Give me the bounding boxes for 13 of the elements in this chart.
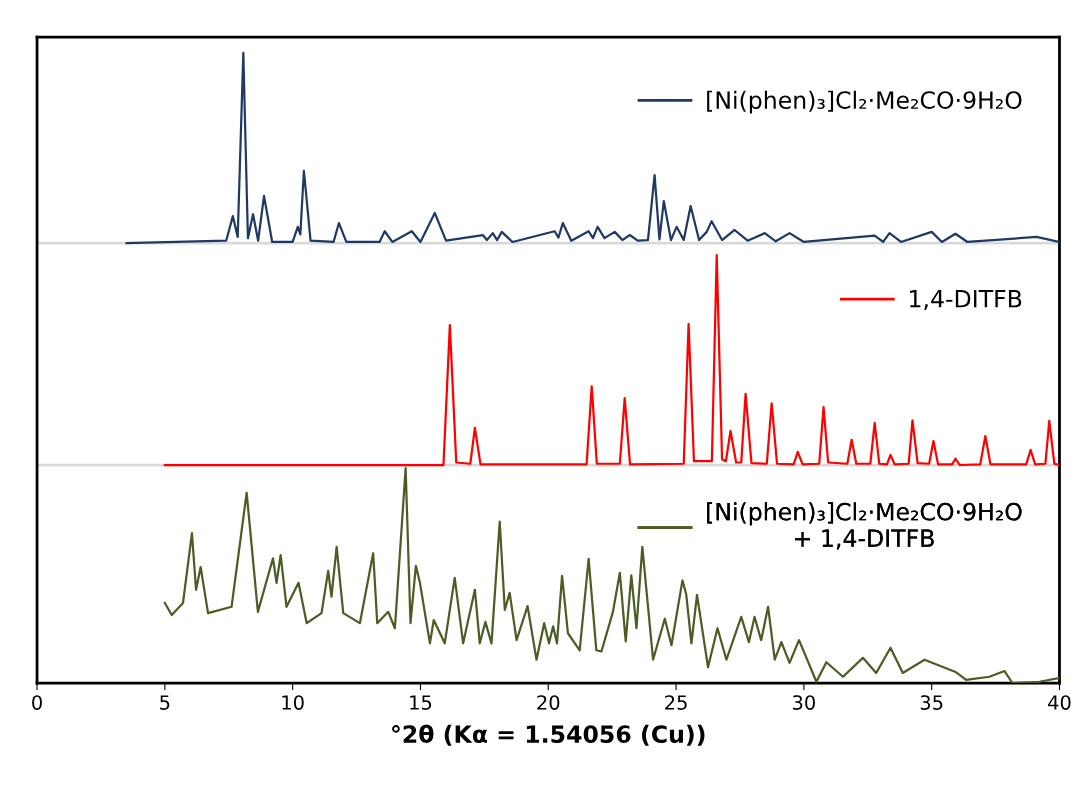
legend-label: 1,4-DITFB xyxy=(910,290,1022,311)
x-axis-title: °2θ (Kα = 1.54056 (Cu)) xyxy=(392,724,705,746)
x-tick-label: 40 xyxy=(1048,695,1071,710)
x-tick-label: 30 xyxy=(792,695,815,710)
x-tick-label: 15 xyxy=(410,695,432,710)
x-tick-label: 20 xyxy=(537,695,560,710)
x-tick-label: 10 xyxy=(282,695,304,710)
legend-label: [Ni(phen)₃]Cl₂·Me₂CO·9H₂O + 1,4-DITFB xyxy=(707,502,1022,550)
legend-label: [Ni(phen)₃]Cl₂·Me₂CO·9H₂O xyxy=(707,90,1022,114)
x-tick-label: 35 xyxy=(920,695,943,710)
x-tick-label: 25 xyxy=(665,695,687,710)
x-tick-label: 5 xyxy=(160,695,170,710)
x-tick-label: 0 xyxy=(32,695,42,710)
